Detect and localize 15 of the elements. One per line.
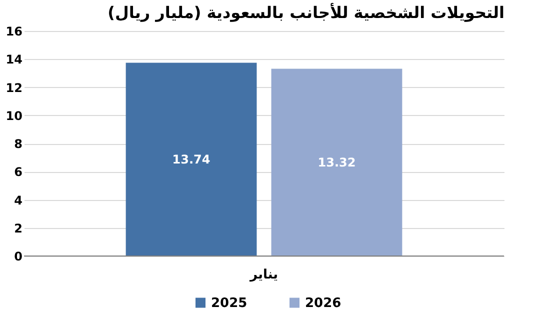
data-label: 13.32 <box>318 155 356 170</box>
y-tick-label: 2 <box>14 221 22 236</box>
y-tick-label: 10 <box>6 108 22 123</box>
legend-label: 2026 <box>305 296 342 311</box>
y-tick-label: 14 <box>6 52 22 67</box>
y-tick-label: 6 <box>14 165 22 180</box>
chart-title: التحويلات الشخصية للأجانب بالسعودية (مليار ريال) <box>108 2 504 22</box>
y-tick-label: 16 <box>6 24 22 38</box>
y-tick-label: 4 <box>14 193 22 208</box>
legend-label: 2025 <box>211 296 248 311</box>
y-tick-label: 0 <box>14 250 22 264</box>
y-tick-label: 12 <box>6 80 22 95</box>
x-tick-label: يناير <box>248 268 278 282</box>
y-tick-label: 8 <box>14 137 22 151</box>
data-label: 13.74 <box>172 152 210 166</box>
